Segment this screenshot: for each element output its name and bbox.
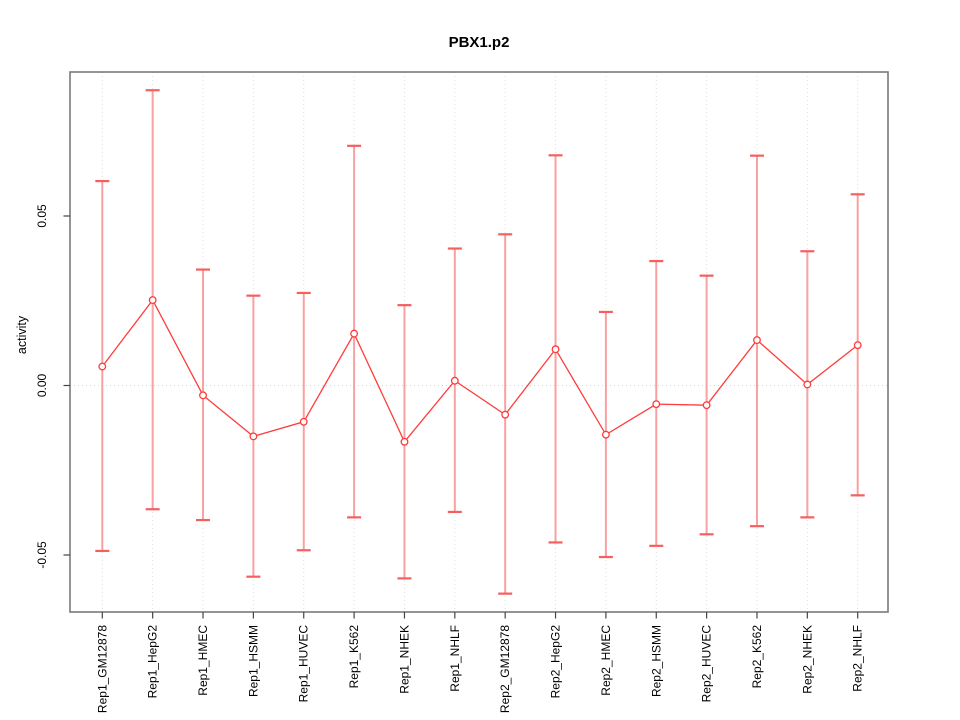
x-tick-label: Rep1_K562	[347, 625, 361, 689]
data-point	[450, 376, 459, 385]
x-tick-label: Rep2_HMEC	[599, 625, 613, 696]
data-point	[400, 437, 409, 446]
x-tick-label: Rep1_HSMM	[246, 625, 260, 697]
plot-border	[69, 71, 889, 613]
data-point	[853, 341, 862, 350]
data-layer	[95, 89, 865, 595]
grid-layer	[70, 72, 888, 612]
x-tick-label: Rep2_HepG2	[549, 625, 563, 699]
data-point	[551, 345, 560, 354]
x-tick-label: Rep2_K562	[750, 625, 764, 689]
y-tick-label: 0.00	[35, 373, 49, 397]
data-point	[652, 400, 661, 409]
x-tick-label: Rep2_NHEK	[800, 625, 814, 694]
x-tick-label: Rep1_HMEC	[196, 625, 210, 696]
data-point	[702, 401, 711, 410]
axes-layer: 0.05 0.00 -0.05 Rep1_GM12878 Rep1_HepG2 Rep1_…	[35, 71, 889, 713]
y-tick-label: 0.05	[35, 204, 49, 228]
y-tick-label: -0.05	[35, 541, 49, 569]
x-tick-label: Rep1_NHEK	[397, 625, 411, 694]
data-point	[299, 417, 308, 426]
x-tick-label: Rep2_GM12878	[498, 625, 512, 713]
x-tick-label: Rep1_GM12878	[95, 625, 109, 713]
x-tick-label: Rep2_NHLF	[851, 625, 865, 692]
data-point	[753, 336, 761, 345]
data-point	[501, 410, 510, 419]
data-point	[199, 391, 207, 400]
data-point	[350, 329, 359, 338]
chart-title: PBX1.p2	[449, 34, 510, 51]
x-tick-label: Rep1_HepG2	[146, 625, 160, 699]
data-point	[98, 362, 107, 371]
series-line	[101, 298, 859, 443]
data-point	[148, 296, 157, 305]
y-axis-label: activity	[15, 315, 29, 354]
data-point	[803, 380, 812, 389]
x-tick-label: Rep1_NHLF	[448, 625, 462, 692]
data-point	[249, 432, 258, 441]
x-tick-label: Rep2_HUVEC	[700, 625, 714, 703]
data-point	[601, 430, 610, 439]
x-tick-label: Rep2_HSMM	[649, 625, 663, 697]
x-tick-label: Rep1_HUVEC	[297, 625, 311, 703]
